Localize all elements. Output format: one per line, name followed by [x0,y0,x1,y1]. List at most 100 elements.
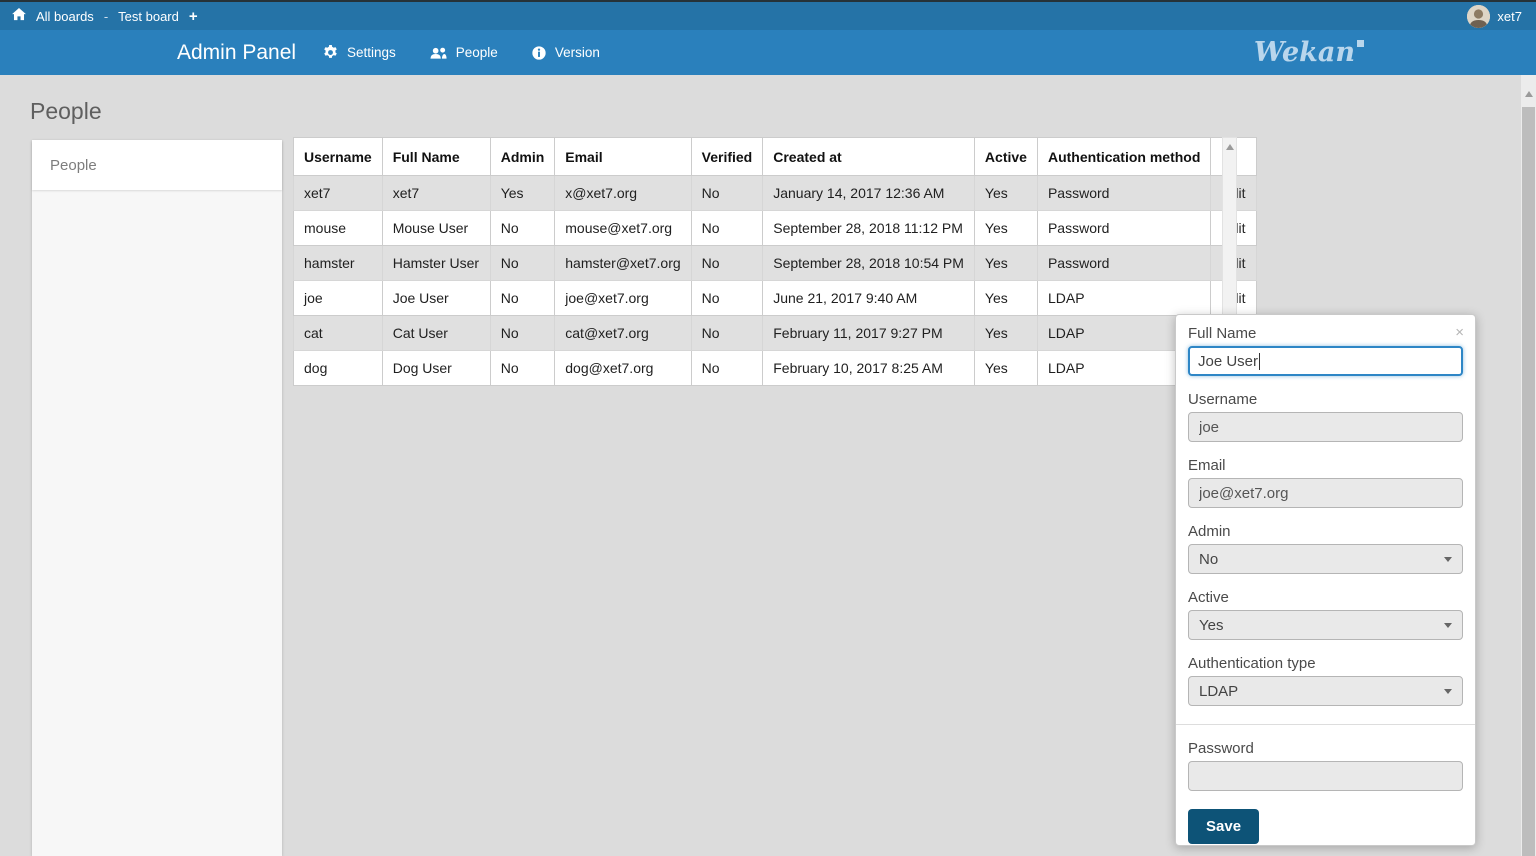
cell-email: x@xet7.org [554,175,692,211]
cell-full_name: Cat User [381,315,491,351]
col-active: Active [973,137,1038,176]
full-name-label: Full Name [1188,325,1257,342]
all-boards-link[interactable]: All boards [36,8,94,24]
cell-verified: No [690,210,764,246]
user-menu[interactable]: xet7 [1467,4,1522,28]
nav-people-label: People [455,45,498,60]
close-icon[interactable]: × [1455,324,1464,341]
cell-full_name: Joe User [381,280,491,316]
nav-version[interactable]: Version [532,45,600,60]
cell-active: Yes [973,315,1038,351]
table-row: joe Joe User No joe@xet7.org No June 21, 2017… [293,280,1257,316]
nav-people[interactable]: People [430,45,498,60]
col-username: Username [293,137,383,176]
password-input[interactable] [1188,761,1463,791]
home-icon[interactable] [12,8,26,24]
save-button[interactable]: Save [1188,809,1260,844]
auth-type-select[interactable]: LDAP [1188,676,1463,706]
cell-email: dog@xet7.org [554,350,692,386]
auth-type-label: Authentication type [1188,655,1316,672]
cell-auth: LDAP [1036,280,1212,316]
cell-created_at: February 11, 2017 9:27 PM [762,315,975,351]
people-icon [430,46,447,60]
cell-username: dog [293,350,383,386]
people-table-container: Username Full Name Admin Email Verified … [293,137,1257,386]
chevron-down-icon [1444,556,1452,562]
table-row: mouse Mouse User No mouse@xet7.org No Septemb… [293,210,1257,246]
cell-created_at: June 21, 2017 9:40 AM [762,280,975,316]
cell-username: joe [293,280,383,316]
password-label: Password [1188,740,1254,757]
admin-panel-title: Admin Panel [177,40,297,64]
admin-header-bar: Admin Panel Settings People Version Weka… [0,30,1536,75]
cell-admin: No [489,350,556,386]
cell-email: cat@xet7.org [554,315,692,351]
full-name-input[interactable]: Joe User [1188,346,1463,376]
active-label: Active [1188,589,1229,606]
cell-verified: No [690,350,764,386]
cell-full_name: Dog User [381,350,491,386]
table-header-row: Username Full Name Admin Email Verified … [293,137,1257,176]
cell-full_name: xet7 [381,175,491,211]
col-verified: Verified [690,137,764,176]
window-scrollbar[interactable] [1521,75,1536,856]
cell-email: hamster@xet7.org [554,245,692,281]
username-label: Username [1188,391,1258,408]
window-scrollbar-thumb[interactable] [1522,107,1535,856]
cell-active: Yes [973,210,1038,246]
col-auth-method: Authentication method [1036,137,1212,176]
window-top-edge [0,0,1536,2]
table-row: cat Cat User No cat@xet7.org No February 11, … [293,315,1257,351]
full-name-value: Joe User [1198,352,1259,370]
table-row: hamster Hamster User No hamster@xet7.org No S… [293,245,1257,281]
cell-active: Yes [973,350,1038,386]
avatar[interactable] [1467,4,1491,28]
cell-auth: Password [1036,245,1212,281]
admin-select[interactable]: No [1188,544,1463,574]
cell-username: hamster [293,245,383,281]
cell-active: Yes [973,280,1038,316]
nav-settings[interactable]: Settings [323,45,396,60]
admin-label: Admin [1188,523,1231,540]
board-link[interactable]: Test board [118,8,179,24]
cell-active: Yes [973,175,1038,211]
cell-admin: Yes [489,175,556,211]
cell-username: mouse [293,210,383,246]
table-row: dog Dog User No dog@xet7.org No February 10, … [293,350,1257,386]
cell-auth: Password [1036,210,1212,246]
edit-user-panel: × Full Name Joe User Username Email Admi… [1175,314,1476,846]
window-scroll-up-icon[interactable] [1524,91,1533,97]
nav-settings-label: Settings [347,45,396,60]
cell-verified: No [690,315,764,351]
text-cursor [1259,352,1261,370]
breadcrumb: All boards - Test board + [12,8,198,24]
cell-created_at: September 28, 2018 10:54 PM [762,245,975,281]
cell-email: mouse@xet7.org [554,210,692,246]
active-select-value: Yes [1199,616,1224,634]
scroll-up-icon[interactable] [1225,144,1234,150]
gear-icon [323,45,338,60]
col-email: Email [554,137,692,176]
page-title: People [30,98,102,124]
admin-select-value: No [1199,550,1219,568]
sidebar-item-people[interactable]: People [32,140,282,190]
add-board-icon[interactable]: + [188,7,198,25]
cell-created_at: February 10, 2017 8:25 AM [762,350,975,386]
cell-created_at: September 28, 2018 11:12 PM [762,210,975,246]
username-input[interactable] [1188,412,1463,442]
col-created-at: Created at [762,137,975,176]
people-table-body: xet7 xet7 Yes x@xet7.org No January 14, 2017 … [293,175,1257,386]
cell-admin: No [489,245,556,281]
cell-admin: No [489,280,556,316]
info-icon [532,45,546,60]
cell-full_name: Mouse User [381,210,491,246]
breadcrumb-bar: All boards - Test board + xet7 [0,2,1536,30]
cell-verified: No [690,245,764,281]
cell-auth: Password [1036,175,1212,211]
active-select[interactable]: Yes [1188,610,1463,640]
table-row: xet7 xet7 Yes x@xet7.org No January 14, 2017 … [293,175,1257,211]
admin-nav: Settings People Version [323,30,600,75]
email-input[interactable] [1188,478,1463,508]
panel-divider [1176,724,1475,725]
cell-verified: No [690,280,764,316]
